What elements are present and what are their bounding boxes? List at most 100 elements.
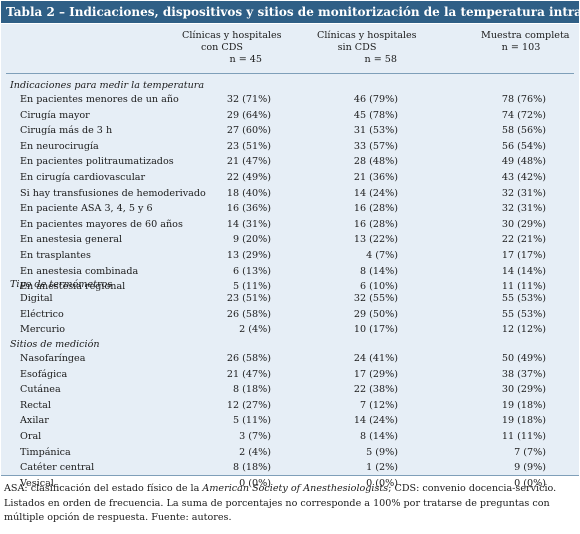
cell-value: 50 (49%): [501, 353, 546, 364]
cell-value: 8 (18%): [233, 384, 271, 396]
cell-value: 19 (18%): [501, 415, 546, 427]
cell-value: 58 (56%): [501, 125, 546, 137]
cell-value: 16 (28%): [353, 203, 398, 215]
row-label: Esofágica: [20, 368, 68, 380]
table-row: Axilar 5 (11%) 14 (24%) 19 (18%): [1, 415, 579, 427]
cell-value: 6 (13%): [233, 265, 271, 277]
cell-value: 32 (55%): [353, 293, 398, 304]
cell-value: 26 (58%): [226, 308, 271, 320]
table-row: En anestesia general 9 (20%) 13 (22%) 22 (2…: [1, 234, 579, 246]
cell-value: 21 (47%): [226, 156, 271, 168]
table-row: Vesical 0 (0%) 0 (0%) 0 (0%): [1, 478, 579, 490]
cell-value: 7 (7%): [514, 446, 546, 458]
cell-value: 12 (12%): [501, 324, 546, 336]
row-label: En anestesia general: [20, 234, 123, 246]
cell-value: 46 (79%): [353, 94, 398, 105]
footnote-abbreviations: ASA: clasificación del estado físico de …: [4, 483, 557, 494]
cell-value: 18 (40%): [226, 187, 271, 199]
cell-value: 78 (76%): [501, 94, 546, 105]
row-label: Catéter central: [20, 462, 95, 474]
cell-value: 16 (36%): [226, 203, 271, 215]
row-label: En cirugía cardiovascular: [20, 172, 146, 183]
table-row: Cirugía mayor 29 (64%) 45 (78%) 74 (72%): [1, 110, 579, 122]
cell-value: 55 (53%): [501, 293, 546, 304]
section-heading: Sitios de medición: [10, 339, 100, 350]
table-row: En pacientes mayores de 60 años 14 (31%) 1…: [1, 219, 579, 231]
row-label: En trasplantes: [20, 250, 91, 261]
row-label: Cirugía mayor: [20, 109, 90, 121]
column-header-line1: Muestra completa: [481, 30, 570, 41]
section-heading: Indicaciones para medir la temperatura: [10, 80, 205, 91]
cell-value: 22 (21%): [501, 234, 546, 246]
row-label: Rectal: [20, 399, 51, 411]
table-row: Mercurio 2 (4%) 10 (17%) 12 (12%): [1, 324, 579, 336]
cell-value: 56 (54%): [501, 140, 546, 152]
row-label: Axilar: [20, 415, 49, 427]
cell-value: 24 (41%): [353, 353, 398, 364]
row-label: En anestesia regional: [20, 281, 126, 293]
row-label: En anestesia combinada: [20, 265, 139, 277]
row-label: En paciente ASA 3, 4, 5 y 6: [20, 203, 153, 215]
cell-value: 5 (9%): [366, 446, 398, 458]
cell-value: 1 (2%): [366, 462, 398, 474]
section-heading: Tipo de termómetros: [10, 279, 113, 290]
cell-value: 11 (11%): [501, 431, 546, 442]
table-row: En anestesia combinada 6 (13%) 8 (14%) 14 (…: [1, 266, 579, 278]
column-header-muestra-completa: Muestra completa n = 103: [481, 30, 570, 54]
column-header-con-cds: Clínicas y hospitales con CDS n = 45: [182, 30, 282, 66]
cell-value: 7 (12%): [360, 399, 398, 411]
cell-value: 14 (24%): [353, 415, 398, 427]
cell-value: 28 (48%): [353, 156, 398, 168]
cell-value: 2 (4%): [239, 324, 271, 336]
cell-value: 16 (28%): [353, 218, 398, 230]
table-row: Catéter central 8 (18%) 1 (2%) 9 (9%): [1, 462, 579, 474]
cell-value: 9 (9%): [514, 462, 546, 474]
cell-value: 23 (51%): [226, 293, 271, 304]
cell-value: 30 (29%): [501, 384, 546, 396]
cell-value: 3 (7%): [239, 431, 271, 442]
table-row: En trasplantes 13 (29%) 4 (7%) 17 (17%): [1, 250, 579, 262]
cell-value: 5 (11%): [233, 415, 271, 427]
table-row: En neurocirugía 23 (51%) 33 (57%) 56 (54%): [1, 141, 579, 153]
table-row: En pacientes menores de un año 32 (71%) 46…: [1, 94, 579, 106]
cell-value: 21 (36%): [353, 172, 398, 183]
cell-value: 31 (53%): [353, 125, 398, 137]
table-row: Nasofaríngea 26 (58%) 24 (41%) 50 (49%): [1, 353, 579, 365]
cell-value: 22 (49%): [226, 172, 271, 183]
table-row: En anestesia regional 5 (11%) 6 (10%) 11 (1…: [1, 281, 579, 293]
table-body: Clínicas y hospitales con CDS n = 45 Clí…: [1, 24, 579, 489]
cell-value: 12 (27%): [226, 399, 271, 411]
row-label: En pacientes politraumatizados: [20, 156, 174, 168]
cell-value: 17 (29%): [353, 368, 398, 380]
cell-value: 43 (42%): [501, 172, 546, 183]
row-label: En pacientes mayores de 60 años: [20, 218, 183, 230]
column-header-line2: con CDS: [201, 42, 243, 53]
cell-value: 45 (78%): [353, 109, 398, 121]
cell-value: 27 (60%): [226, 125, 271, 137]
table-row: Rectal 12 (27%) 7 (12%) 19 (18%): [1, 400, 579, 412]
cell-value: 11 (11%): [501, 281, 546, 293]
cell-value: 32 (71%): [226, 94, 271, 105]
row-label: Timpánica: [20, 446, 71, 458]
row-label: Nasofaríngea: [20, 353, 86, 364]
cell-value: 49 (48%): [501, 156, 546, 168]
column-header-line1: Clínicas y hospitales: [182, 30, 282, 41]
table-title: Tabla 2 – Indicaciones, dispositivos y s…: [1, 1, 579, 23]
column-header-line1: Clínicas y hospitales: [317, 30, 417, 41]
cell-value: 14 (14%): [501, 265, 546, 277]
table-footnotes: ASA: clasificación del estado físico de …: [4, 482, 576, 526]
row-label: Cirugía más de 3 h: [20, 125, 113, 137]
table-row: Oral 3 (7%) 8 (14%) 11 (11%): [1, 431, 579, 443]
cell-value: 13 (29%): [226, 250, 271, 261]
header-divider: [6, 73, 574, 74]
table-row: Cirugía más de 3 h 27 (60%) 31 (53%) 58 (56…: [1, 125, 579, 137]
cell-value: 0 (0%): [514, 477, 546, 489]
cell-value: 0 (0%): [239, 477, 271, 489]
table-row: Esofágica 21 (47%) 17 (29%) 38 (37%): [1, 369, 579, 381]
cell-value: 5 (11%): [233, 281, 271, 293]
footnote-source: Listados en orden de frecuencia. La suma…: [4, 497, 550, 524]
table-row: Eléctrico 26 (58%) 29 (50%) 55 (53%): [1, 309, 579, 321]
column-header-line2: sin CDS: [337, 42, 377, 53]
column-header-n: n = 45: [229, 54, 262, 65]
